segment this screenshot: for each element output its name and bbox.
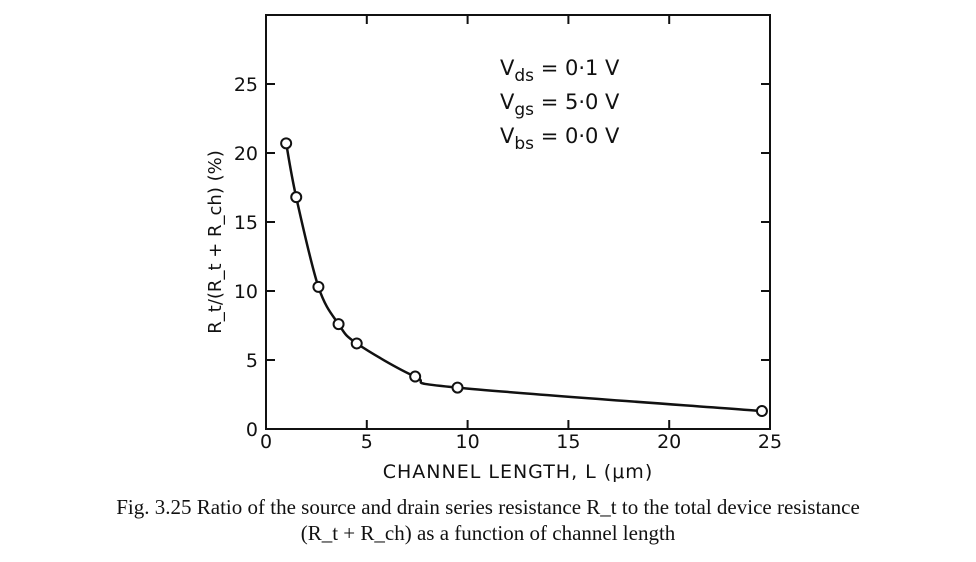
condition-label: Vbs = 0·0 V: [500, 124, 620, 154]
data-point: [312, 280, 325, 293]
x-tick-label: 10: [456, 431, 480, 453]
series-line: [284, 143, 762, 413]
data-point: [451, 381, 464, 394]
x-tick-label: 20: [657, 431, 681, 453]
axis-labels: CHANNEL LENGTH, L (μm) R_t/(R_t + R_ch) (…: [205, 150, 653, 483]
y-tick-label: 25: [234, 74, 258, 96]
figure-caption: Fig. 3.25 Ratio of the source and drain …: [0, 494, 976, 546]
y-tick-label: 15: [234, 212, 258, 234]
x-tick-label: 25: [758, 431, 782, 453]
condition-label: Vds = 0·1 V: [500, 56, 620, 86]
x-tick-label: 5: [361, 431, 373, 453]
x-tick-label: 15: [556, 431, 580, 453]
x-axis-label: CHANNEL LENGTH, L (μm): [383, 461, 653, 483]
annotations: Vds = 0·1 V Vgs = 5·0 V Vbs = 0·0 V: [500, 56, 620, 154]
y-axis-label: R_t/(R_t + R_ch) (%): [205, 150, 226, 333]
data-point: [280, 137, 293, 150]
y-tick-label: 0: [246, 419, 258, 441]
caption-line-2: (R_t + R_ch) as a function of channel le…: [300, 521, 676, 545]
data-points: [280, 137, 768, 418]
caption-line-1: Fig. 3.25 Ratio of the source and drain …: [116, 495, 860, 519]
data-point: [755, 405, 768, 418]
data-curve: [284, 143, 762, 413]
data-point: [350, 337, 363, 350]
data-point: [409, 370, 422, 383]
y-tick-label: 5: [246, 350, 258, 372]
axis-ticks: 0 5 10 15 20 25 0 5 10 15 20 25: [234, 15, 782, 453]
condition-label: Vgs = 5·0 V: [500, 90, 620, 120]
chart: 0 5 10 15 20 25 0 5 10 15 20 25 CHANNEL LENGTH, L (…: [205, 14, 782, 483]
data-point: [290, 191, 303, 204]
data-point: [332, 318, 345, 331]
y-tick-label: 10: [234, 281, 258, 303]
y-tick-label: 20: [234, 143, 258, 165]
x-tick-label: 0: [260, 431, 272, 453]
